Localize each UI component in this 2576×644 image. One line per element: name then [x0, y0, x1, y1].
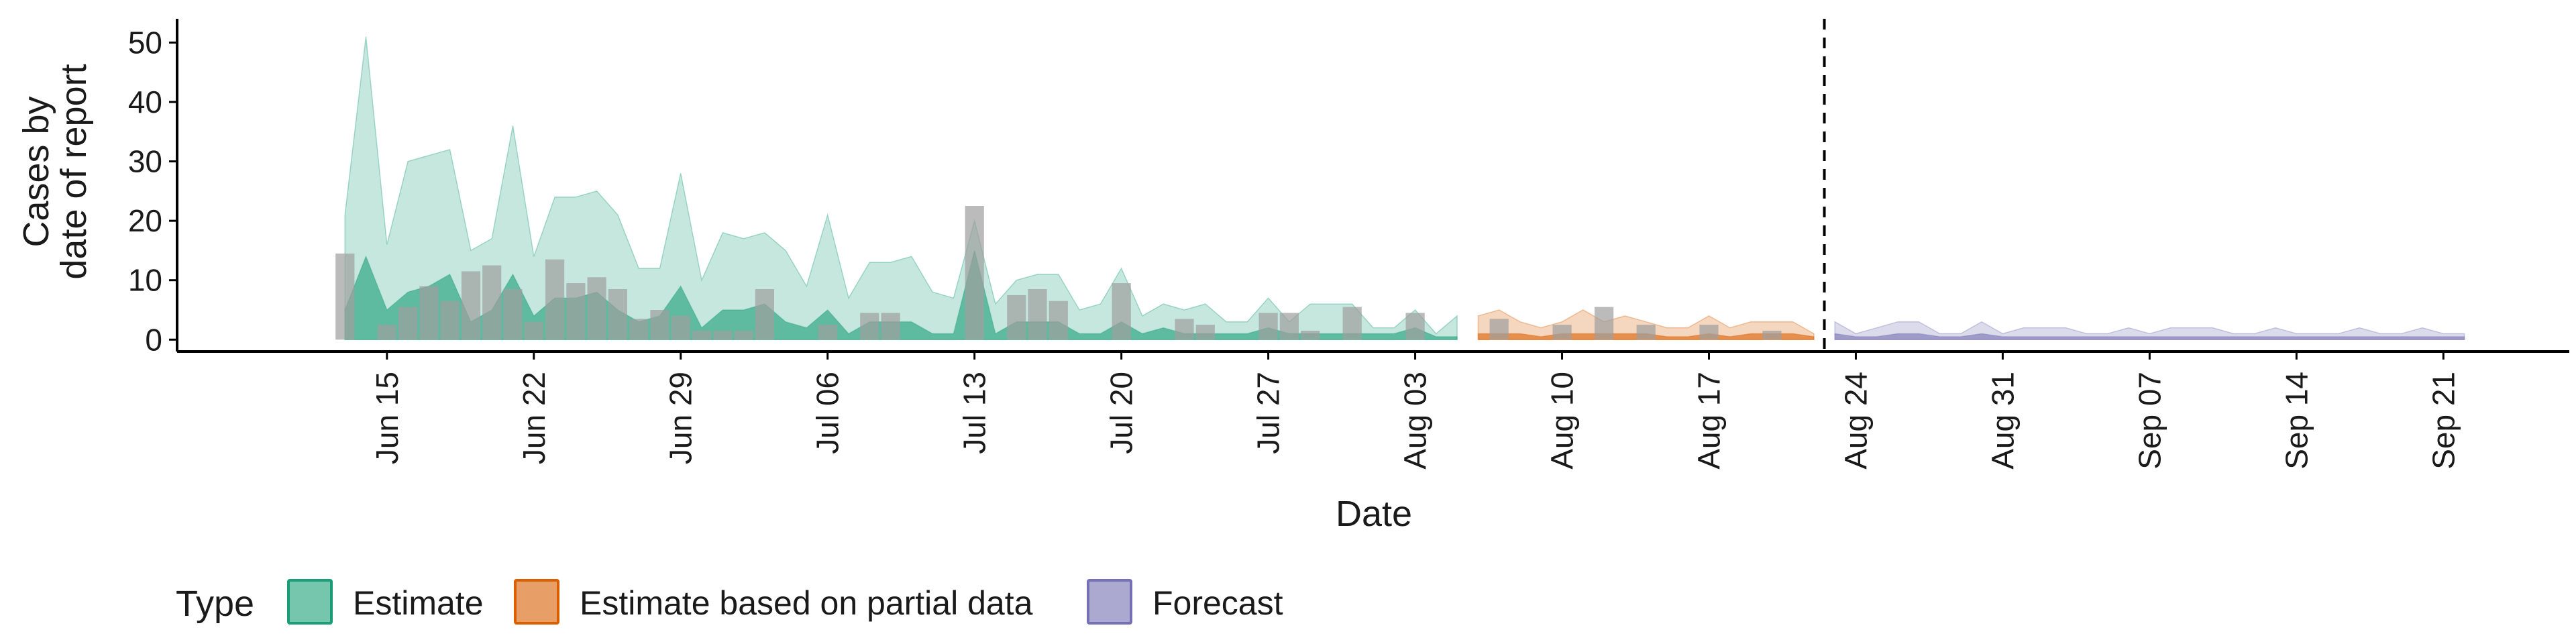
- reported-case-bar: [482, 265, 502, 340]
- x-tick-label: Aug 10: [1545, 372, 1580, 470]
- x-tick-label: Aug 24: [1839, 372, 1874, 470]
- legend-label-2: Forecast: [1152, 584, 1283, 622]
- reported-case-bar: [566, 283, 586, 340]
- reported-case-bar: [545, 259, 565, 340]
- reported-case-bar: [965, 206, 984, 340]
- reported-case-bar: [1049, 301, 1068, 340]
- reported-case-bar: [377, 325, 396, 340]
- y-axis-ticks: 0 10 20 30 40 50: [128, 25, 177, 357]
- reported-case-bar: [587, 277, 606, 340]
- x-tick-label: Jul 13: [957, 372, 992, 454]
- x-tick-label: Sep 14: [2279, 372, 2314, 470]
- reported-case-bar: [1342, 307, 1362, 340]
- reported-case-bar: [419, 286, 439, 340]
- x-axis-label: Date: [1336, 494, 1412, 534]
- x-tick-label: Sep 07: [2132, 372, 2167, 470]
- legend-swatch-2: [1087, 579, 1132, 625]
- reported-case-bar: [629, 319, 649, 340]
- legend-label-1: Estimate based on partial data: [580, 584, 1033, 622]
- x-tick-label: Jul 06: [810, 372, 845, 454]
- reported-case-bar: [1699, 325, 1719, 340]
- reported-case-bar: [1636, 325, 1656, 340]
- reported-case-bar: [1175, 319, 1194, 340]
- reported-case-bar: [1301, 331, 1320, 340]
- reported-case-bar: [755, 289, 774, 340]
- x-tick-label: Jul 20: [1104, 372, 1139, 454]
- legend-title: Type: [176, 584, 254, 624]
- reported-case-bar: [692, 331, 712, 340]
- reported-case-bar: [881, 313, 900, 340]
- legend-items: Estimate Estimate based on partial data Fo…: [287, 579, 1283, 625]
- x-tick-label: Jun 22: [517, 372, 551, 464]
- reported-case-bar: [1762, 331, 1782, 340]
- y-axis-label-line-2: date of report: [54, 64, 94, 279]
- y-tick-label: 0: [145, 322, 162, 357]
- reported-case-bar: [524, 321, 543, 340]
- reported-case-bar: [1489, 319, 1509, 340]
- y-tick-label: 30: [128, 144, 162, 179]
- legend-label-0: Estimate: [353, 584, 484, 622]
- reported-case-bar: [1552, 325, 1572, 340]
- ribbon-90-series-0: [344, 36, 1458, 341]
- x-tick-label: Jun 15: [370, 372, 405, 464]
- reported-case-bar: [1195, 325, 1215, 340]
- axes: 0 10 20 30 40 50 Jun 15 Jun 22 Jun 29 Jul 06 Jul …: [128, 19, 2569, 470]
- reported-case-bar: [440, 301, 460, 340]
- reported-cases-bars: [335, 206, 1782, 340]
- x-tick-label: Jul 27: [1251, 372, 1286, 454]
- reported-case-bar: [1112, 283, 1131, 340]
- reported-case-bar: [734, 331, 753, 340]
- x-tick-label: Aug 17: [1692, 372, 1727, 470]
- ribbon-layer: [344, 36, 2465, 341]
- reported-case-bar: [1279, 313, 1299, 340]
- reported-case-bar: [1007, 294, 1026, 340]
- x-axis-ticks: Jun 15 Jun 22 Jun 29 Jul 06 Jul 13 Jul 20 Jul …: [370, 352, 2461, 470]
- ribbon-50-series-2: [1834, 333, 2465, 341]
- reported-case-bar: [608, 289, 627, 340]
- reported-case-bar: [713, 331, 733, 340]
- reported-case-bar: [503, 289, 523, 340]
- x-tick-label: Aug 31: [1985, 372, 2020, 470]
- reported-case-bar: [335, 253, 355, 340]
- reported-case-bar: [1595, 307, 1614, 340]
- reported-case-bar: [398, 307, 418, 340]
- x-tick-label: Sep 21: [2426, 372, 2461, 470]
- reported-case-bar: [1028, 289, 1047, 340]
- reported-case-bar: [1405, 313, 1425, 340]
- ribbon-90-series-2: [1834, 321, 2465, 341]
- x-tick-label: Aug 03: [1398, 372, 1433, 470]
- y-axis-label-line-1: Cases by: [16, 96, 56, 247]
- legend-swatch-1: [514, 579, 559, 625]
- legend: Type Estimate Estimate based on partial d…: [176, 579, 1283, 625]
- legend-swatch-0: [287, 579, 333, 625]
- reported-case-bar: [461, 271, 481, 340]
- reported-case-bar: [818, 325, 837, 340]
- y-tick-label: 20: [128, 203, 162, 238]
- reported-case-bar: [860, 313, 879, 340]
- reported-case-bar: [671, 315, 690, 340]
- y-tick-label: 10: [128, 263, 162, 298]
- x-tick-label: Jun 29: [663, 372, 698, 464]
- y-tick-label: 50: [128, 25, 162, 60]
- reported-case-bar: [650, 310, 669, 340]
- y-tick-label: 40: [128, 85, 162, 119]
- reported-case-bar: [1258, 313, 1278, 340]
